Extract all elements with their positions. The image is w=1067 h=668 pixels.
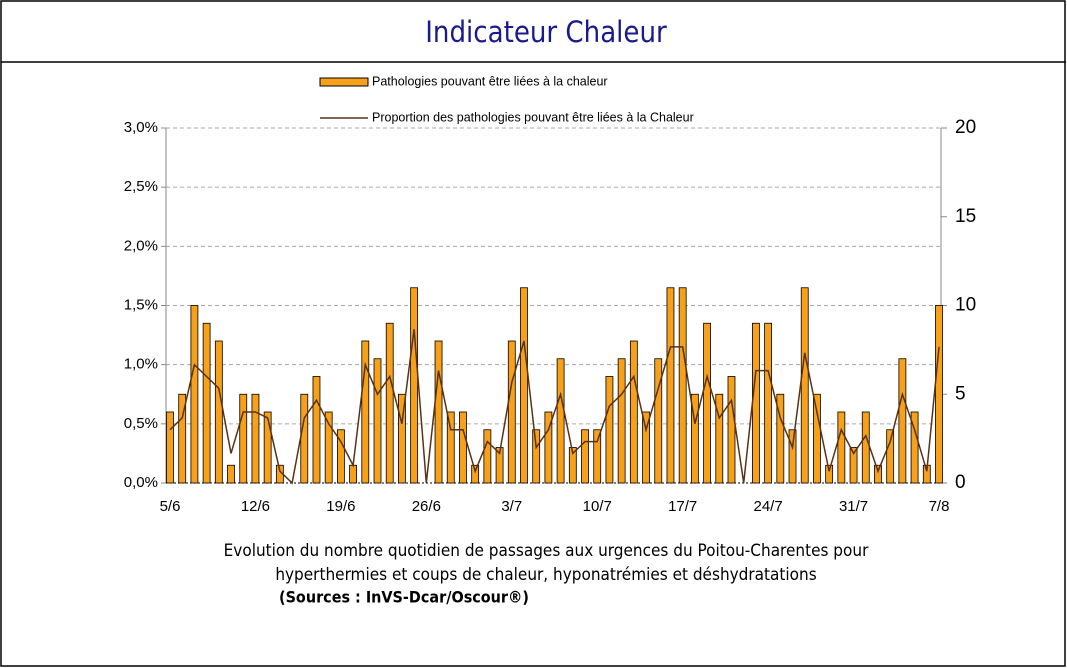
x-tick-label: 31/7 bbox=[839, 498, 868, 515]
bar bbox=[214, 340, 223, 484]
bar bbox=[410, 287, 419, 484]
bar bbox=[520, 287, 528, 484]
bar bbox=[446, 411, 455, 484]
y-tick-label: 1,5% bbox=[124, 296, 158, 313]
bar bbox=[764, 322, 773, 484]
bar bbox=[178, 393, 187, 484]
bar bbox=[898, 358, 907, 484]
bar bbox=[629, 340, 638, 484]
bar bbox=[800, 287, 809, 484]
x-tick-label: 26/6 bbox=[412, 498, 441, 515]
bar bbox=[617, 358, 626, 484]
bar bbox=[202, 322, 211, 484]
bar bbox=[361, 340, 370, 484]
bar bbox=[312, 376, 321, 484]
legend-label: Pathologies pouvant être liées à la chal… bbox=[372, 74, 608, 88]
bar bbox=[813, 393, 821, 484]
bar bbox=[727, 376, 736, 484]
bar bbox=[703, 322, 711, 484]
bar bbox=[398, 393, 406, 484]
bar bbox=[459, 411, 467, 484]
bar bbox=[373, 358, 382, 484]
y2-tick-label: 15 bbox=[955, 206, 976, 227]
bar bbox=[471, 464, 480, 484]
x-tick-label: 10/7 bbox=[583, 498, 612, 515]
y-tick-label: 2,0% bbox=[124, 237, 158, 254]
x-tick-label: 17/7 bbox=[668, 498, 697, 515]
bar bbox=[495, 447, 504, 484]
bar bbox=[935, 305, 943, 484]
y2-tick-label: 10 bbox=[955, 295, 976, 316]
caption: Evolution du nombre quotidien de passage… bbox=[224, 541, 869, 561]
y2-tick-label: 5 bbox=[955, 383, 966, 404]
legend-swatch bbox=[319, 77, 369, 87]
source: (Sources : InVS-Dcar/Oscour®) bbox=[279, 588, 529, 607]
bar bbox=[166, 411, 174, 484]
bar bbox=[349, 464, 357, 484]
bar bbox=[886, 429, 895, 484]
bar bbox=[690, 393, 699, 484]
x-tick-label: 3/7 bbox=[501, 498, 522, 515]
bar bbox=[227, 464, 235, 484]
bar bbox=[752, 322, 760, 484]
y-tick-label: 0,0% bbox=[124, 474, 158, 491]
bar bbox=[532, 429, 541, 484]
bar bbox=[568, 447, 577, 484]
bar bbox=[910, 411, 919, 484]
y-tick-label: 2,5% bbox=[124, 178, 158, 195]
x-tick-label: 7/8 bbox=[929, 498, 950, 515]
y-tick-label: 3,0% bbox=[124, 119, 158, 136]
bar bbox=[776, 393, 785, 484]
bar bbox=[239, 393, 248, 484]
bar bbox=[190, 305, 199, 484]
bar bbox=[605, 376, 614, 484]
chart-title: Indicateur Chaleur bbox=[425, 15, 667, 49]
bar bbox=[861, 411, 870, 484]
bar bbox=[385, 322, 394, 484]
bar bbox=[849, 447, 858, 484]
bar bbox=[507, 340, 516, 484]
bar bbox=[556, 358, 565, 484]
y-tick-label: 0,5% bbox=[124, 415, 158, 432]
bar bbox=[263, 411, 272, 484]
bar bbox=[825, 464, 834, 484]
bar bbox=[483, 429, 492, 484]
bar bbox=[336, 429, 345, 484]
bar bbox=[666, 287, 675, 484]
y-tick-label: 1,0% bbox=[124, 356, 158, 373]
bar bbox=[324, 411, 333, 484]
x-tick-label: 5/6 bbox=[160, 498, 181, 515]
bar bbox=[642, 411, 650, 484]
bar bbox=[715, 393, 724, 484]
bar bbox=[544, 411, 553, 484]
bar bbox=[788, 429, 797, 484]
bar bbox=[300, 393, 309, 484]
x-tick-label: 12/6 bbox=[241, 498, 270, 515]
bar bbox=[678, 287, 687, 484]
bar bbox=[837, 411, 846, 484]
line bbox=[169, 329, 940, 485]
x-tick-label: 24/7 bbox=[754, 498, 783, 515]
bar bbox=[251, 393, 260, 484]
x-tick-label: 19/6 bbox=[326, 498, 355, 515]
bar bbox=[581, 429, 589, 484]
bar bbox=[434, 340, 443, 484]
y2-tick-label: 20 bbox=[955, 117, 976, 138]
legend-label: Proportion des pathologies pouvant être … bbox=[372, 110, 694, 124]
bar bbox=[593, 429, 602, 484]
y2-tick-label: 0 bbox=[955, 472, 966, 493]
caption: hyperthermies et coups de chaleur, hypon… bbox=[275, 565, 816, 585]
bar bbox=[874, 464, 882, 484]
bar bbox=[654, 358, 663, 484]
